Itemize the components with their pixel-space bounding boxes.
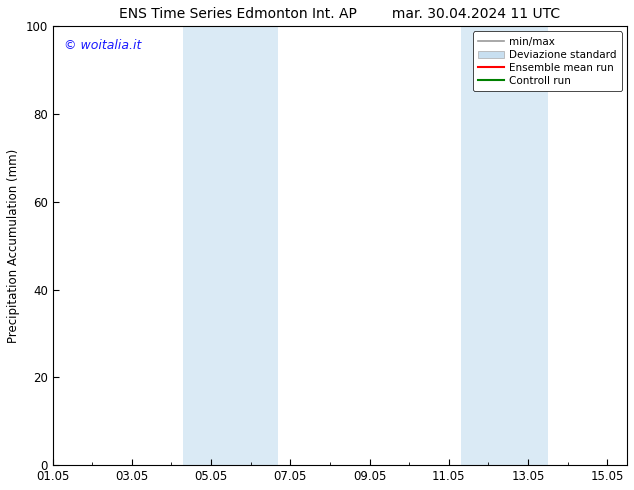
Bar — [461, 26, 548, 465]
Bar — [183, 26, 278, 465]
Text: © woitalia.it: © woitalia.it — [64, 40, 141, 52]
Legend: min/max, Deviazione standard, Ensemble mean run, Controll run: min/max, Deviazione standard, Ensemble m… — [473, 31, 622, 91]
Title: ENS Time Series Edmonton Int. AP        mar. 30.04.2024 11 UTC: ENS Time Series Edmonton Int. AP mar. 30… — [119, 7, 560, 21]
Y-axis label: Precipitation Accumulation (mm): Precipitation Accumulation (mm) — [7, 148, 20, 343]
